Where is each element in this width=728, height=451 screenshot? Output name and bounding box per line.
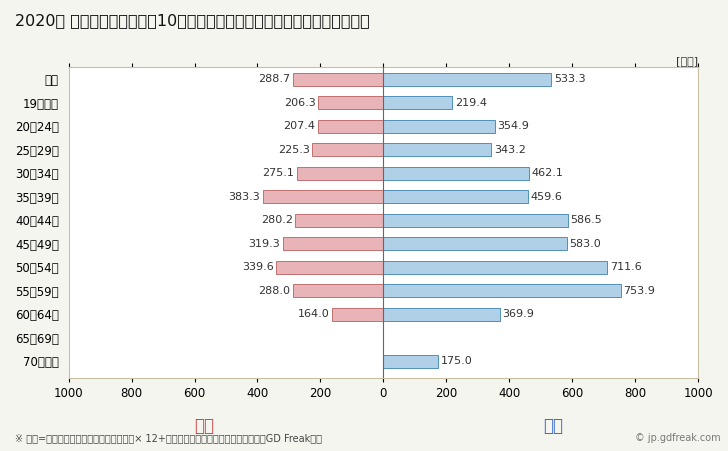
Text: 319.3: 319.3 — [248, 239, 280, 249]
Text: 459.6: 459.6 — [531, 192, 563, 202]
Bar — [263, 190, 384, 203]
Bar — [318, 96, 384, 109]
Bar — [293, 285, 384, 297]
Bar — [297, 167, 384, 179]
Bar — [384, 143, 491, 156]
Bar — [318, 120, 384, 133]
Text: 2020年 民間企業（従業者数10人以上）フルタイム労働者の男女別平均年収: 2020年 民間企業（従業者数10人以上）フルタイム労働者の男女別平均年収 — [15, 14, 369, 28]
Bar — [384, 308, 500, 321]
Text: 753.9: 753.9 — [623, 286, 655, 296]
Text: 女性: 女性 — [194, 417, 214, 435]
Bar — [384, 73, 551, 86]
Bar — [277, 261, 384, 274]
Bar — [384, 214, 568, 227]
Text: 343.2: 343.2 — [494, 145, 526, 155]
Bar — [295, 214, 384, 227]
Bar — [384, 190, 528, 203]
Text: 369.9: 369.9 — [502, 309, 534, 319]
Bar — [384, 120, 495, 133]
Bar — [283, 237, 384, 250]
Text: 207.4: 207.4 — [284, 121, 315, 131]
Text: [万円]: [万円] — [676, 56, 698, 66]
Text: 711.6: 711.6 — [610, 262, 641, 272]
Text: © jp.gdfreak.com: © jp.gdfreak.com — [635, 433, 721, 443]
Text: 175.0: 175.0 — [441, 356, 472, 366]
Text: 219.4: 219.4 — [455, 97, 487, 108]
Bar — [384, 355, 438, 368]
Text: 164.0: 164.0 — [298, 309, 329, 319]
Bar — [384, 261, 607, 274]
Text: 339.6: 339.6 — [242, 262, 274, 272]
Bar — [312, 143, 384, 156]
Bar — [384, 237, 567, 250]
Text: 288.0: 288.0 — [258, 286, 290, 296]
Text: 462.1: 462.1 — [531, 168, 563, 178]
Text: 206.3: 206.3 — [284, 97, 316, 108]
Text: 533.3: 533.3 — [554, 74, 585, 84]
Text: 288.7: 288.7 — [258, 74, 290, 84]
Text: 280.2: 280.2 — [261, 215, 293, 225]
Text: 383.3: 383.3 — [229, 192, 260, 202]
Text: 225.3: 225.3 — [278, 145, 310, 155]
Bar — [384, 96, 453, 109]
Text: 男性: 男性 — [543, 417, 563, 435]
Bar — [332, 308, 384, 321]
Text: 586.5: 586.5 — [571, 215, 602, 225]
Text: 354.9: 354.9 — [498, 121, 529, 131]
Text: 275.1: 275.1 — [262, 168, 294, 178]
Text: ※ 年収=「きまって支給する現金給与額」× 12+「年間賞与その他特別給与額」としてGD Freak推計: ※ 年収=「きまって支給する現金給与額」× 12+「年間賞与その他特別給与額」と… — [15, 433, 322, 443]
Bar — [384, 285, 621, 297]
Bar — [293, 73, 384, 86]
Text: 583.0: 583.0 — [569, 239, 601, 249]
Bar — [384, 167, 529, 179]
